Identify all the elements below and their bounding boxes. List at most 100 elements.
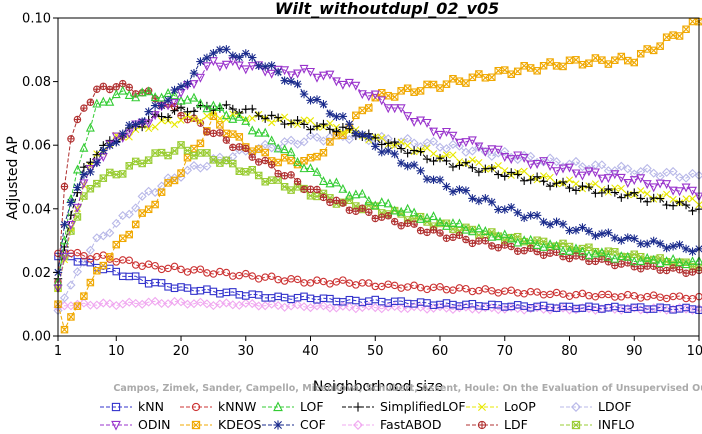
data-point — [390, 205, 400, 215]
data-point — [545, 182, 555, 191]
data-point — [539, 237, 548, 246]
data-point — [306, 67, 316, 77]
data-point — [513, 303, 523, 314]
data-point — [519, 213, 529, 223]
data-point — [545, 161, 555, 171]
data-point — [306, 96, 315, 105]
data-point — [222, 100, 231, 110]
data-point — [293, 156, 303, 166]
data-point — [539, 177, 548, 186]
legend-entry-fastabod: FastABOD — [342, 417, 442, 432]
data-point — [183, 146, 192, 155]
data-point — [500, 205, 509, 214]
data-point — [390, 301, 400, 312]
data-point — [565, 245, 574, 255]
data-point — [384, 139, 393, 148]
data-point — [221, 110, 231, 120]
data-point — [571, 169, 581, 179]
data-point — [293, 177, 302, 186]
data-point — [234, 111, 244, 121]
series-cof — [53, 45, 702, 277]
data-point — [280, 277, 289, 285]
data-point — [280, 302, 290, 312]
data-point — [267, 160, 276, 169]
series-lof — [53, 85, 702, 286]
data-point — [552, 217, 561, 226]
data-point — [357, 188, 367, 198]
data-point — [267, 135, 277, 145]
data-point — [248, 104, 257, 114]
data-point — [377, 213, 386, 221]
data-point — [675, 32, 684, 40]
data-point — [630, 58, 639, 67]
data-point — [365, 104, 373, 112]
data-point — [488, 242, 496, 250]
data-point — [403, 304, 413, 314]
data-point — [390, 281, 399, 290]
data-point — [598, 56, 606, 64]
data-point — [177, 111, 185, 120]
data-point — [299, 64, 309, 74]
data-point — [229, 130, 237, 138]
data-point — [416, 87, 425, 95]
data-point — [435, 142, 445, 152]
data-point — [513, 237, 523, 247]
data-point — [325, 132, 335, 142]
data-point — [189, 160, 199, 171]
data-point — [331, 77, 341, 87]
data-point — [494, 161, 502, 170]
data-point — [170, 147, 179, 155]
data-point — [60, 182, 69, 191]
data-point — [643, 239, 652, 249]
data-point — [610, 170, 620, 180]
data-point — [403, 133, 413, 144]
data-point — [111, 132, 121, 142]
data-point — [416, 226, 425, 235]
data-point — [623, 178, 633, 188]
data-point — [636, 49, 645, 58]
data-point — [229, 159, 237, 168]
data-point — [649, 168, 659, 178]
data-point — [300, 185, 308, 194]
data-point — [93, 252, 101, 261]
data-point — [409, 138, 419, 148]
data-point — [151, 261, 159, 270]
data-point — [85, 122, 95, 132]
data-point — [228, 300, 238, 310]
data-point — [396, 158, 406, 168]
data-point — [312, 95, 322, 104]
data-point — [591, 292, 600, 301]
data-point — [467, 304, 477, 314]
data-point — [558, 177, 568, 187]
data-point — [286, 146, 296, 156]
data-point — [66, 198, 76, 207]
data-point — [325, 303, 335, 313]
data-point — [248, 166, 256, 174]
data-point — [157, 279, 166, 287]
data-point — [617, 193, 626, 202]
data-point — [396, 104, 406, 114]
data-point — [268, 119, 276, 127]
data-point — [370, 303, 380, 313]
data-point — [196, 117, 205, 125]
data-point — [441, 303, 452, 313]
data-point — [481, 164, 490, 173]
data-point — [656, 42, 664, 50]
legend-label: FastABOD — [380, 417, 442, 432]
data-point — [423, 144, 431, 152]
data-point — [261, 178, 269, 186]
data-point — [150, 296, 160, 306]
legend-label: SimplifiedLOF — [380, 399, 466, 414]
data-point — [274, 176, 282, 184]
data-point — [293, 69, 303, 79]
data-point — [617, 293, 626, 301]
data-point — [642, 163, 652, 173]
data-point — [183, 153, 192, 162]
data-point — [467, 226, 477, 236]
data-point — [532, 159, 542, 169]
data-point — [448, 218, 458, 228]
data-point — [98, 231, 108, 241]
data-point — [474, 167, 484, 177]
data-point — [409, 117, 419, 127]
data-point — [242, 168, 250, 176]
